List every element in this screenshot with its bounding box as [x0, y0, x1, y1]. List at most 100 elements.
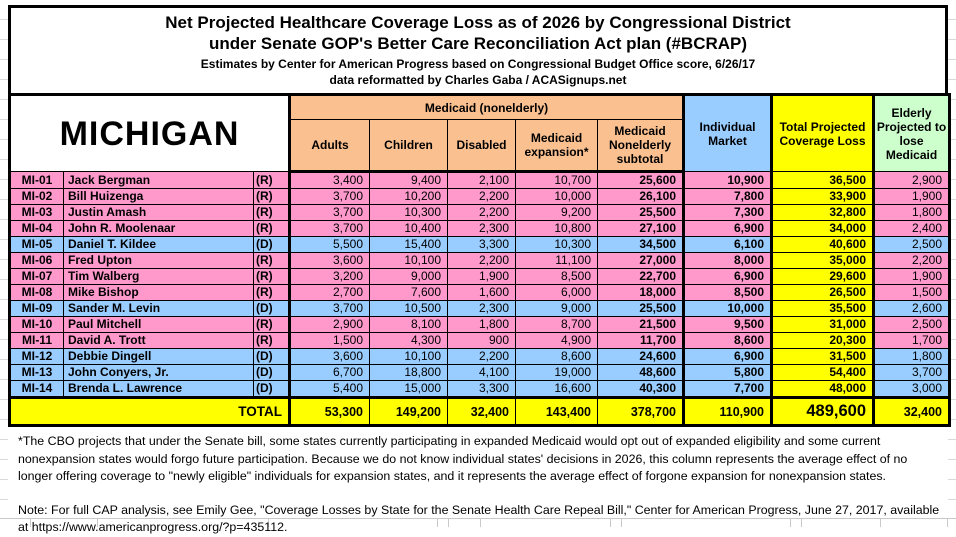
cell-elderly[interactable]: 3,700 — [872, 364, 951, 381]
cell-elderly[interactable]: 2,900 — [872, 171, 951, 189]
cell-total[interactable]: 40,600 — [770, 236, 875, 253]
cell-total[interactable]: 54,400 — [770, 364, 875, 381]
cell-party[interactable]: (R) — [252, 268, 291, 285]
cell-disabled[interactable]: 2,200 — [447, 348, 517, 365]
cell-individual[interactable]: 7,800 — [682, 188, 773, 205]
cell-disabled[interactable]: 2,200 — [447, 188, 517, 205]
cell-children[interactable]: 15,000 — [369, 380, 449, 398]
cell-district[interactable]: MI-13 — [9, 364, 64, 381]
cell-district[interactable]: MI-10 — [9, 316, 64, 333]
cell-adults[interactable]: 3,600 — [288, 252, 371, 269]
cell-name[interactable]: Daniel T. Kildee — [63, 236, 254, 253]
cell-disabled[interactable]: 1,900 — [447, 268, 517, 285]
total-children[interactable]: 149,200 — [369, 396, 449, 426]
cell-disabled[interactable]: 1,800 — [447, 316, 517, 333]
cell-adults[interactable]: 5,400 — [288, 380, 371, 398]
cell-subtotal[interactable]: 34,500 — [597, 236, 685, 253]
cell-children[interactable]: 10,500 — [369, 300, 449, 317]
cell-total[interactable]: 35,500 — [770, 300, 875, 317]
cell-expansion[interactable]: 10,300 — [515, 236, 599, 253]
cell-expansion[interactable]: 9,200 — [515, 204, 599, 221]
cell-elderly[interactable]: 2,200 — [872, 252, 951, 269]
cell-individual[interactable]: 6,900 — [682, 268, 773, 285]
cell-subtotal[interactable]: 18,000 — [597, 284, 685, 301]
cell-disabled[interactable]: 900 — [447, 332, 517, 349]
cell-adults[interactable]: 3,700 — [288, 300, 371, 317]
cell-party[interactable]: (D) — [252, 300, 291, 317]
cell-children[interactable]: 8,100 — [369, 316, 449, 333]
cell-children[interactable]: 10,300 — [369, 204, 449, 221]
cell-adults[interactable]: 3,700 — [288, 188, 371, 205]
cell-name[interactable]: Bill Huizenga — [63, 188, 254, 205]
total-individual-market[interactable]: 110,900 — [682, 396, 773, 426]
cell-district[interactable]: MI-01 — [9, 171, 64, 189]
cell-party[interactable]: (D) — [252, 380, 291, 398]
cell-expansion[interactable]: 8,500 — [515, 268, 599, 285]
cell-district[interactable]: MI-05 — [9, 236, 64, 253]
cell-adults[interactable]: 3,700 — [288, 220, 371, 237]
cell-subtotal[interactable]: 27,000 — [597, 252, 685, 269]
cell-subtotal[interactable]: 48,600 — [597, 364, 685, 381]
cell-disabled[interactable]: 2,300 — [447, 220, 517, 237]
cell-party[interactable]: (R) — [252, 188, 291, 205]
cell-subtotal[interactable]: 25,500 — [597, 300, 685, 317]
cell-elderly[interactable]: 2,600 — [872, 300, 951, 317]
cell-district[interactable]: MI-11 — [9, 332, 64, 349]
cell-subtotal[interactable]: 22,700 — [597, 268, 685, 285]
cell-elderly[interactable]: 1,500 — [872, 284, 951, 301]
total-elderly[interactable]: 32,400 — [872, 396, 951, 426]
total-medicaid-subtotal[interactable]: 378,700 — [597, 396, 685, 426]
cell-expansion[interactable]: 8,600 — [515, 348, 599, 365]
cell-name[interactable]: Tim Walberg — [63, 268, 254, 285]
cell-name[interactable]: Debbie Dingell — [63, 348, 254, 365]
cell-elderly[interactable]: 2,400 — [872, 220, 951, 237]
cell-total[interactable]: 20,300 — [770, 332, 875, 349]
cell-individual[interactable]: 7,700 — [682, 380, 773, 398]
cell-individual[interactable]: 7,300 — [682, 204, 773, 221]
cell-party[interactable]: (D) — [252, 236, 291, 253]
cell-district[interactable]: MI-14 — [9, 380, 64, 398]
cell-name[interactable]: Justin Amash — [63, 204, 254, 221]
cell-individual[interactable]: 6,900 — [682, 220, 773, 237]
cell-individual[interactable]: 10,900 — [682, 171, 773, 189]
cell-elderly[interactable]: 1,900 — [872, 188, 951, 205]
cell-subtotal[interactable]: 24,600 — [597, 348, 685, 365]
cell-name[interactable]: Brenda L. Lawrence — [63, 380, 254, 398]
cell-subtotal[interactable]: 25,500 — [597, 204, 685, 221]
cell-children[interactable]: 10,100 — [369, 348, 449, 365]
cell-total[interactable]: 31,000 — [770, 316, 875, 333]
cell-individual[interactable]: 5,800 — [682, 364, 773, 381]
cell-name[interactable]: David A. Trott — [63, 332, 254, 349]
cell-children[interactable]: 18,800 — [369, 364, 449, 381]
cell-adults[interactable]: 3,700 — [288, 204, 371, 221]
cell-party[interactable]: (R) — [252, 284, 291, 301]
cell-total[interactable]: 35,000 — [770, 252, 875, 269]
cell-disabled[interactable]: 2,200 — [447, 252, 517, 269]
total-label[interactable]: TOTAL — [8, 396, 291, 426]
cell-children[interactable]: 9,000 — [369, 268, 449, 285]
total-disabled[interactable]: 32,400 — [447, 396, 517, 426]
cell-total[interactable]: 33,900 — [770, 188, 875, 205]
cell-children[interactable]: 10,100 — [369, 252, 449, 269]
cell-subtotal[interactable]: 25,600 — [597, 171, 685, 189]
cell-party[interactable]: (R) — [252, 252, 291, 269]
cell-party[interactable]: (R) — [252, 220, 291, 237]
cell-total[interactable]: 48,000 — [770, 380, 875, 398]
cell-children[interactable]: 9,400 — [369, 171, 449, 189]
total-adults[interactable]: 53,300 — [288, 396, 371, 426]
cell-elderly[interactable]: 1,700 — [872, 332, 951, 349]
cell-adults[interactable]: 3,400 — [288, 171, 371, 189]
cell-individual[interactable]: 9,500 — [682, 316, 773, 333]
cell-party[interactable]: (D) — [252, 348, 291, 365]
cell-expansion[interactable]: 4,900 — [515, 332, 599, 349]
cell-adults[interactable]: 3,200 — [288, 268, 371, 285]
cell-total[interactable]: 31,500 — [770, 348, 875, 365]
cell-total[interactable]: 32,800 — [770, 204, 875, 221]
cell-party[interactable]: (R) — [252, 316, 291, 333]
cell-expansion[interactable]: 10,800 — [515, 220, 599, 237]
cell-individual[interactable]: 6,100 — [682, 236, 773, 253]
cell-disabled[interactable]: 1,600 — [447, 284, 517, 301]
cell-name[interactable]: John R. Moolenaar — [63, 220, 254, 237]
cell-children[interactable]: 4,300 — [369, 332, 449, 349]
cell-adults[interactable]: 2,700 — [288, 284, 371, 301]
